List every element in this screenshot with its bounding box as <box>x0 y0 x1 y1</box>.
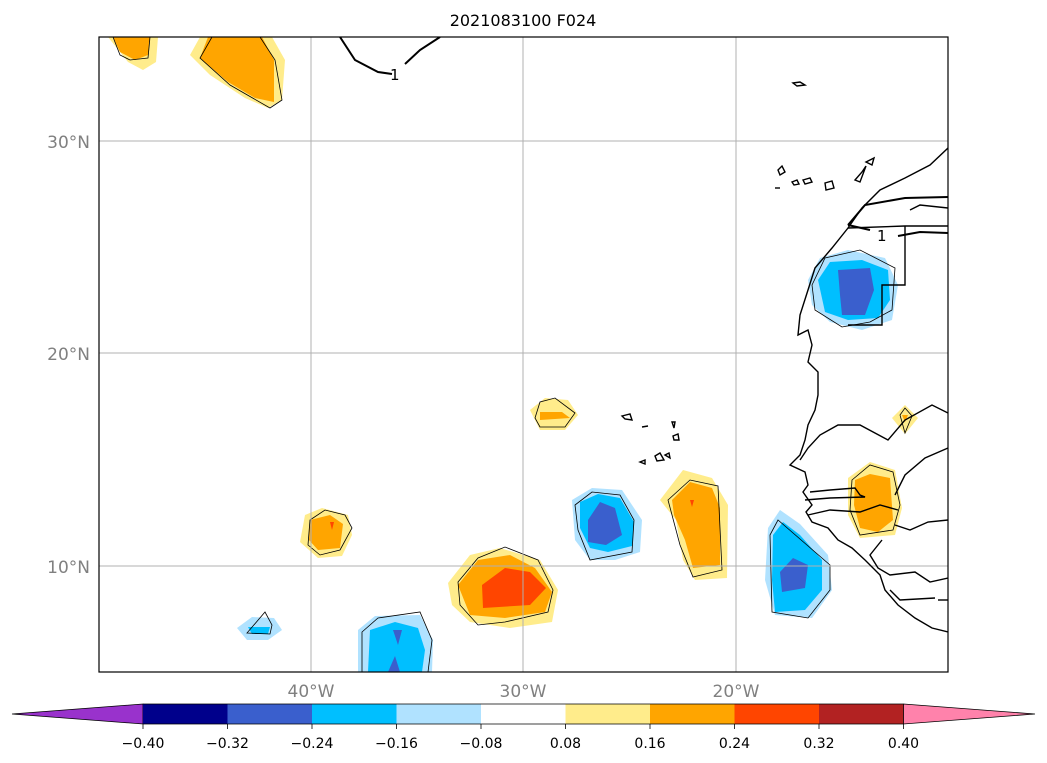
colorbar-segment <box>143 704 228 724</box>
plot-frame <box>98 36 949 673</box>
colorbar-segment <box>227 704 313 724</box>
anomaly-positive-nw-2 <box>190 37 285 108</box>
coastlines <box>620 81 948 633</box>
anomaly-positive-21w <box>660 470 728 580</box>
colorbar-tick-label: −0.40 <box>122 736 165 752</box>
anomaly-negative-15w <box>808 250 898 330</box>
contour-label-east: 1 <box>877 227 887 245</box>
lon-label-40w: 40°W <box>288 682 335 702</box>
colorbar-tick-label: 0.16 <box>634 736 665 752</box>
colorbar-extend-low <box>11 703 144 725</box>
colorbar-segment <box>650 704 735 724</box>
lat-label-30n: 30°N <box>47 133 90 153</box>
colorbar-tick-label: −0.24 <box>291 736 334 752</box>
colorbar-segment <box>565 704 651 724</box>
anomaly-negative-18w <box>765 510 832 618</box>
colorbar-outline <box>143 703 904 725</box>
lat-label-20n: 20°N <box>47 345 90 365</box>
colorbar-segment <box>396 704 482 724</box>
colorbar-tick-label: 0.24 <box>719 736 750 752</box>
colorbar-tick-label: −0.08 <box>460 736 503 752</box>
anomaly-positive-13w <box>848 462 902 538</box>
colorbar-tick-label: −0.16 <box>375 736 418 752</box>
colorbar-extend-high <box>903 703 1036 725</box>
anomaly-negative-26w <box>572 488 642 560</box>
figure-title: 2021083100 F024 <box>450 11 597 30</box>
colorbar-tick-label: 0.32 <box>803 736 834 752</box>
anomaly-positive-41w <box>300 508 352 558</box>
anomaly-positive-31w <box>448 548 558 628</box>
colorbar-segment <box>734 704 820 724</box>
lon-label-20w: 20°W <box>713 682 760 702</box>
contour-label-north: 1 <box>390 66 400 84</box>
lat-label-10n: 10°N <box>47 558 90 578</box>
anomaly-negative-36w <box>358 615 433 672</box>
anomaly-positive-nw-1 <box>108 37 158 70</box>
filled-contours <box>108 37 918 672</box>
colorbar-segment <box>481 704 566 724</box>
colorbar-tick-label: 0.40 <box>888 736 919 752</box>
colorbar-segment <box>819 704 904 724</box>
colorbar-tick-label: 0.08 <box>550 736 581 752</box>
anomaly-outlines <box>112 37 913 672</box>
graticule <box>99 37 948 672</box>
colorbar-segment <box>312 704 397 724</box>
lon-label-30w: 30°W <box>500 682 547 702</box>
colorbar: −0.40 −0.32 −0.24 −0.16 −0.08 0.08 0.16 0.24 0.3… <box>11 703 1036 752</box>
plot-area: 1 1 <box>99 37 948 672</box>
colorbar-tick-label: −0.32 <box>206 736 249 752</box>
